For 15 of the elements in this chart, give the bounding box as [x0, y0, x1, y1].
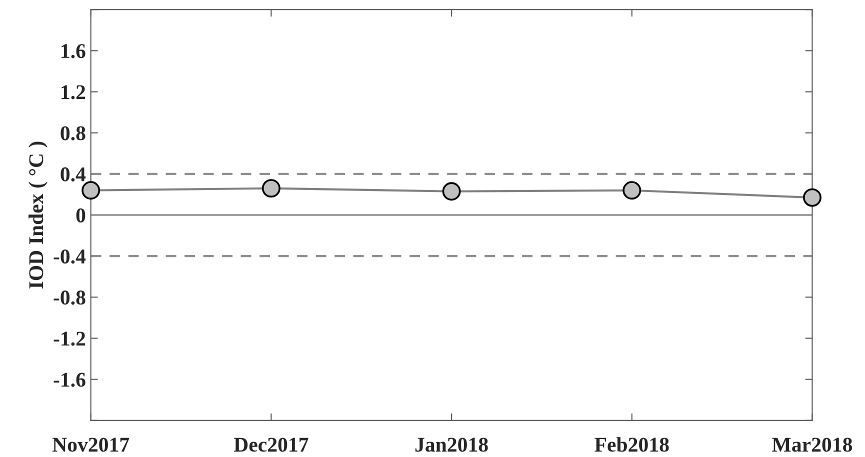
x-tick-label: Feb2018: [594, 437, 669, 452]
x-tick-label: Dec2017: [234, 438, 308, 452]
y-axis-title: IOD Index ( °C ): [28, 142, 48, 289]
y-tick-label: 1.6: [62, 44, 86, 58]
x-tick-label: Mar2018: [772, 438, 852, 452]
x-tick-label: Jan2018: [415, 438, 488, 452]
y-tick-label: 0: [76, 208, 86, 222]
y-tick-label: -1.2: [54, 332, 86, 346]
x-tick-label: Nov2017: [52, 438, 130, 452]
y-tick-label: 0.4: [60, 167, 86, 182]
y-tick-label: 1.2: [62, 85, 86, 100]
y-tick-label: -0.4: [54, 249, 86, 264]
y-tick-label: -0.8: [54, 290, 86, 305]
y-tick-label: 0.8: [60, 126, 86, 140]
y-tick-label: -1.6: [54, 372, 86, 387]
